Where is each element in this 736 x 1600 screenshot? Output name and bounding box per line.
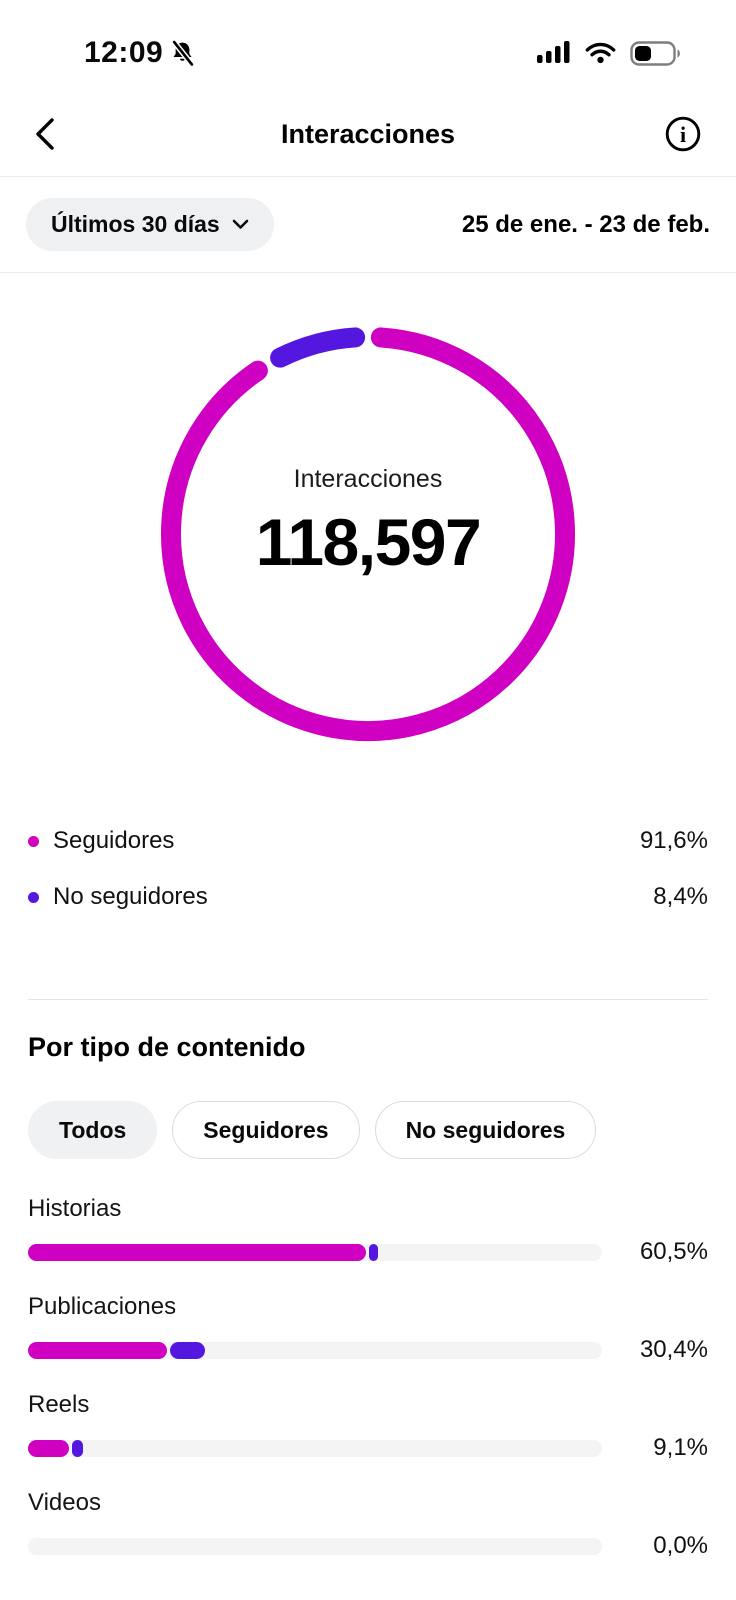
bar-row-publicaciones: Publicaciones 30,4% xyxy=(28,1293,708,1364)
donut-chart xyxy=(161,327,575,741)
chevron-down-icon xyxy=(232,219,249,230)
bar-segment-no-seguidores xyxy=(368,1243,379,1261)
donut-legend: Seguidores 91,6% No seguidores 8,4% xyxy=(28,813,708,925)
bar-row-videos: Videos 0,0% xyxy=(28,1489,708,1560)
bar-segment-seguidores xyxy=(28,1439,70,1457)
period-selector[interactable]: Últimos 30 días xyxy=(26,198,274,251)
legend-row: No seguidores 8,4% xyxy=(28,869,708,925)
chip-todos[interactable]: Todos xyxy=(28,1101,158,1159)
header-divider xyxy=(0,176,736,177)
bell-muted-icon xyxy=(169,39,196,67)
period-label: Últimos 30 días xyxy=(51,211,220,237)
legend-value: 91,6% xyxy=(639,827,708,854)
legend-label: Seguidores xyxy=(53,827,175,854)
header: Interacciones i xyxy=(0,92,736,176)
date-range: 25 de ene. - 23 de feb. xyxy=(461,210,710,238)
legend-value: 8,4% xyxy=(653,883,708,910)
audience-filter-chips: Todos Seguidores No seguidores xyxy=(28,1101,708,1159)
bar-track xyxy=(28,1537,602,1555)
bar-row-reels: Reels 9,1% xyxy=(28,1391,708,1462)
bar-label: Publicaciones xyxy=(28,1293,177,1320)
legend-row: Seguidores 91,6% xyxy=(28,813,708,869)
content-type-bars: Historias 60,5% Publicaciones 30,4% Reels 9,1… xyxy=(28,1195,708,1560)
info-button[interactable]: i xyxy=(664,115,702,153)
bar-label: Videos xyxy=(28,1489,101,1516)
bar-segment-seguidores xyxy=(28,1243,366,1261)
status-time: 12:09 xyxy=(84,36,164,69)
bar-track xyxy=(28,1341,602,1359)
back-button[interactable] xyxy=(34,117,56,151)
filter-row: Últimos 30 días 25 de ene. - 23 de feb. xyxy=(0,177,736,273)
back-chevron-icon xyxy=(34,117,56,151)
legend-label: No seguidores xyxy=(53,883,208,910)
interactions-donut-section: Interacciones 118,597 xyxy=(159,325,577,743)
battery-icon xyxy=(630,40,682,66)
cellular-signal-icon xyxy=(537,41,571,65)
wifi-icon xyxy=(585,42,616,64)
bar-value: 60,5% xyxy=(639,1238,708,1265)
page-title: Interacciones xyxy=(280,118,456,149)
bar-label: Reels xyxy=(28,1391,90,1418)
bar-segment-no-seguidores xyxy=(170,1341,206,1359)
section-divider xyxy=(28,999,708,1000)
bar-value: 30,4% xyxy=(639,1336,708,1363)
bar-row-historias: Historias 60,5% xyxy=(28,1195,708,1266)
status-bar: 12:09 xyxy=(0,0,736,92)
chip-seguidores[interactable]: Seguidores xyxy=(172,1101,360,1159)
bar-segment-no-seguidores xyxy=(72,1439,84,1457)
donut-segment-seguidores xyxy=(161,327,575,741)
svg-text:i: i xyxy=(680,122,686,147)
info-icon: i xyxy=(664,115,702,153)
chip-no-seguidores[interactable]: No seguidores xyxy=(374,1101,597,1159)
bar-value: 9,1% xyxy=(653,1434,708,1461)
section-title: Por tipo de contenido xyxy=(28,1032,306,1062)
legend-dot-icon xyxy=(28,835,39,847)
donut-segment-no-seguidores xyxy=(270,327,366,368)
bar-track xyxy=(28,1439,602,1457)
bar-value: 0,0% xyxy=(653,1532,708,1559)
bar-track xyxy=(28,1243,602,1261)
legend-dot-icon xyxy=(28,891,39,903)
bar-segment-seguidores xyxy=(28,1341,168,1359)
bar-label: Historias xyxy=(28,1195,122,1222)
